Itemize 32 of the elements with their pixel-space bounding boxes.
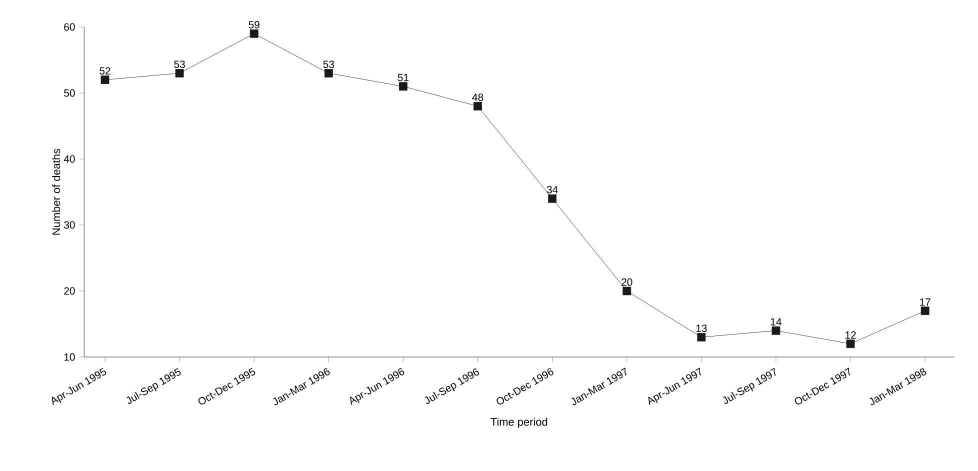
data-label: 12: [845, 331, 856, 339]
point: [399, 82, 408, 91]
y-tick-label: 60: [64, 23, 75, 31]
y-tick-label: 10: [64, 353, 75, 361]
y-axis-title: Number of deaths: [52, 148, 60, 235]
y-tick-label: 50: [64, 89, 75, 97]
point: [250, 29, 258, 38]
data-label: 51: [398, 74, 408, 82]
point: [175, 69, 184, 78]
data-label: 52: [100, 67, 110, 75]
point: [324, 69, 333, 78]
data-label: 53: [174, 60, 185, 68]
data-label: 17: [920, 298, 930, 306]
point: [920, 306, 930, 315]
data-label: 48: [472, 94, 484, 102]
point: [100, 76, 110, 84]
point: [548, 194, 557, 203]
y-tick-label: 20: [64, 287, 75, 295]
point: [846, 340, 855, 348]
data-label: 20: [622, 278, 632, 286]
data-label: 34: [546, 186, 558, 194]
data-label: 13: [696, 324, 707, 332]
point: [474, 102, 482, 110]
x-axis-title: Time period: [490, 418, 548, 428]
point: [622, 286, 632, 296]
y-tick-label: 40: [64, 155, 75, 163]
point: [697, 333, 706, 342]
y-tick-label: 30: [64, 221, 75, 229]
data-label: 53: [323, 60, 334, 68]
point: [772, 326, 780, 335]
data-label: 59: [248, 21, 260, 28]
data-label: 14: [770, 318, 782, 326]
